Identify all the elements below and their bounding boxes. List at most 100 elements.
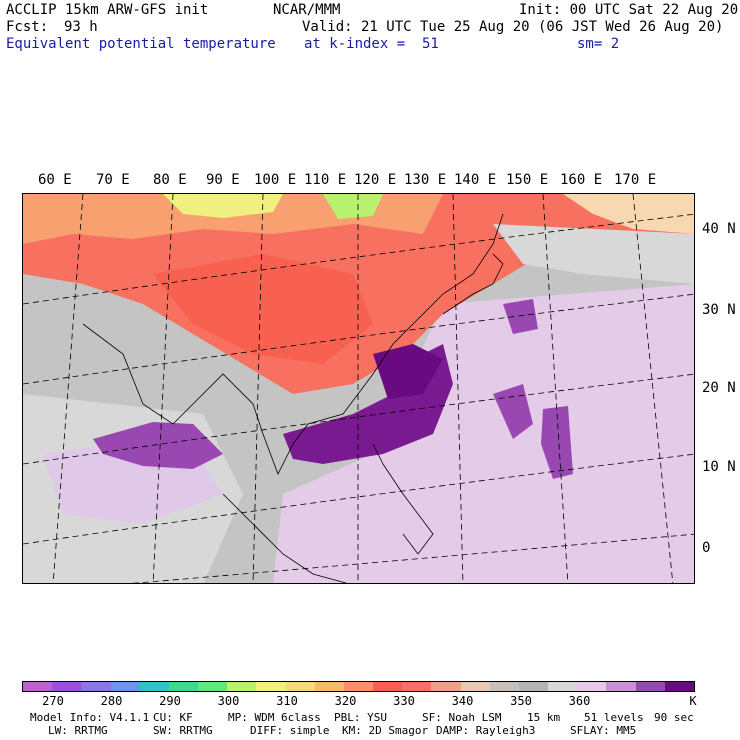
- lon-label: 80 E: [153, 172, 187, 188]
- lat-line: [23, 453, 694, 545]
- lat-line: [23, 293, 694, 385]
- footer-sflay: SFLAY: MM5: [570, 724, 637, 737]
- colorbar: [22, 681, 695, 692]
- philippines-coast: [372, 443, 434, 555]
- lon-label: 170 E: [614, 172, 657, 188]
- lon-label: 120 E: [354, 172, 397, 188]
- lat-label: 10 N: [702, 459, 736, 475]
- colorbar-tick: 270: [42, 694, 64, 708]
- footer-pbl: PBL: YSU: [334, 711, 387, 724]
- green-patch: [323, 194, 383, 219]
- colorbar-tick: 280: [100, 694, 123, 708]
- colorbar-swatch: [606, 682, 636, 691]
- footer-lw: LW: RRTMG: [48, 724, 108, 737]
- colorbar-tick: 340: [451, 694, 474, 708]
- level-index: at k-index = 51: [304, 36, 439, 52]
- lon-line: [252, 194, 264, 583]
- colorbar-swatch: [110, 682, 140, 691]
- colorbar-swatch: [664, 682, 694, 691]
- lon-label: 140 E: [454, 172, 497, 188]
- ne-grey-patch: [493, 224, 694, 284]
- map-canvas: [23, 194, 694, 583]
- colorbar-tick: 330: [393, 694, 415, 708]
- colorbar-unit: K: [689, 694, 697, 708]
- yellow-patch: [163, 194, 283, 218]
- colorbar-swatch: [373, 682, 403, 691]
- forecast-hour: 93 h: [64, 19, 98, 35]
- lon-label: 90 E: [206, 172, 240, 188]
- footer-levels: 51 levels: [584, 711, 644, 724]
- colorbar-swatch: [81, 682, 111, 691]
- footer-sf: SF: Noah LSM: [422, 711, 502, 724]
- lon-line: [542, 194, 569, 583]
- valid-time: Valid: 21 UTC Tue 25 Aug 20 (06 JST Wed …: [302, 19, 724, 35]
- japan-coast: [442, 253, 504, 315]
- footer-timestep: 90 sec: [654, 711, 694, 724]
- lon-line: [52, 194, 84, 583]
- asia-coastline: [82, 213, 504, 475]
- colorbar-swatch: [256, 682, 286, 691]
- lon-label: 150 E: [506, 172, 549, 188]
- plateau-red: [153, 254, 373, 364]
- footer-diff: DIFF: simple: [250, 724, 330, 737]
- colorbar-swatch: [518, 682, 549, 691]
- colorbar-tick: 310: [276, 694, 298, 708]
- pacific-lavender: [273, 284, 694, 583]
- colorbar-swatch: [577, 682, 607, 691]
- colorbar-swatch: [227, 682, 257, 691]
- org-label: NCAR/MMM: [273, 2, 341, 18]
- lat-line: [23, 213, 694, 305]
- colorbar-swatch: [548, 682, 578, 691]
- colorbar-tick: 300: [217, 694, 240, 708]
- lat-label: 20 N: [702, 380, 736, 396]
- taiwan-purple-core: [373, 344, 443, 399]
- forecast-label: Fcst:: [6, 19, 49, 35]
- footer-sw: SW: RRTMG: [153, 724, 213, 737]
- colorbar-tick: 290: [159, 694, 181, 708]
- pacific-purple-streak: [541, 406, 573, 479]
- smoothing: sm= 2: [577, 36, 620, 52]
- lon-label: 110 E: [304, 172, 347, 188]
- colorbar-swatch: [635, 682, 665, 691]
- lat-line: [131, 533, 694, 583]
- footer-km: KM: 2D Smagor: [342, 724, 429, 737]
- graticule: [23, 194, 694, 583]
- init-time: Init: 00 UTC Sat 22 Aug 20: [519, 2, 739, 18]
- model-title: ACCLIP 15km ARW-GFS init: [6, 2, 209, 18]
- bay-of-bengal-purple: [93, 422, 223, 469]
- theta-e-map: [22, 193, 695, 584]
- colorbar-swatch: [168, 682, 199, 691]
- footer-damp: DAMP: Rayleigh3: [436, 724, 536, 737]
- ne-pale-patch: [563, 194, 694, 234]
- colorbar-swatch: [52, 682, 82, 691]
- lat-line: [23, 373, 694, 465]
- colorbar-swatch: [23, 682, 53, 691]
- japan-south-purple: [503, 299, 538, 334]
- colorbar-tick: 360: [568, 694, 591, 708]
- footer-mp: MP: WDM 6class: [228, 711, 321, 724]
- colorbar-swatch: [460, 682, 490, 691]
- colorbar-swatch: [285, 682, 315, 691]
- colorbar-swatch: [431, 682, 461, 691]
- colorbar-tick: 320: [334, 694, 357, 708]
- lon-line: [632, 194, 674, 583]
- footer-cu: CU: KF: [153, 711, 193, 724]
- lon-line: [152, 194, 174, 583]
- lat-label: 0: [702, 540, 711, 556]
- colorbar-swatch: [139, 682, 169, 691]
- lon-label: 100 E: [254, 172, 297, 188]
- lat-label: 30 N: [702, 302, 736, 318]
- lon-label: 160 E: [560, 172, 603, 188]
- lon-label: 60 E: [38, 172, 72, 188]
- colorbar-tick: 350: [510, 694, 532, 708]
- colorbar-swatch: [343, 682, 374, 691]
- footer-resolution: 15 km: [527, 711, 561, 724]
- colorbar-swatch: [314, 682, 344, 691]
- lon-label: 130 E: [404, 172, 447, 188]
- footer-model-info: Model Info: V4.1.1: [30, 711, 150, 724]
- lon-label: 70 E: [96, 172, 130, 188]
- colorbar-swatch: [402, 682, 432, 691]
- lon-line: [452, 194, 464, 583]
- indonesia-coast: [222, 493, 348, 583]
- lat-label: 40 N: [702, 221, 736, 237]
